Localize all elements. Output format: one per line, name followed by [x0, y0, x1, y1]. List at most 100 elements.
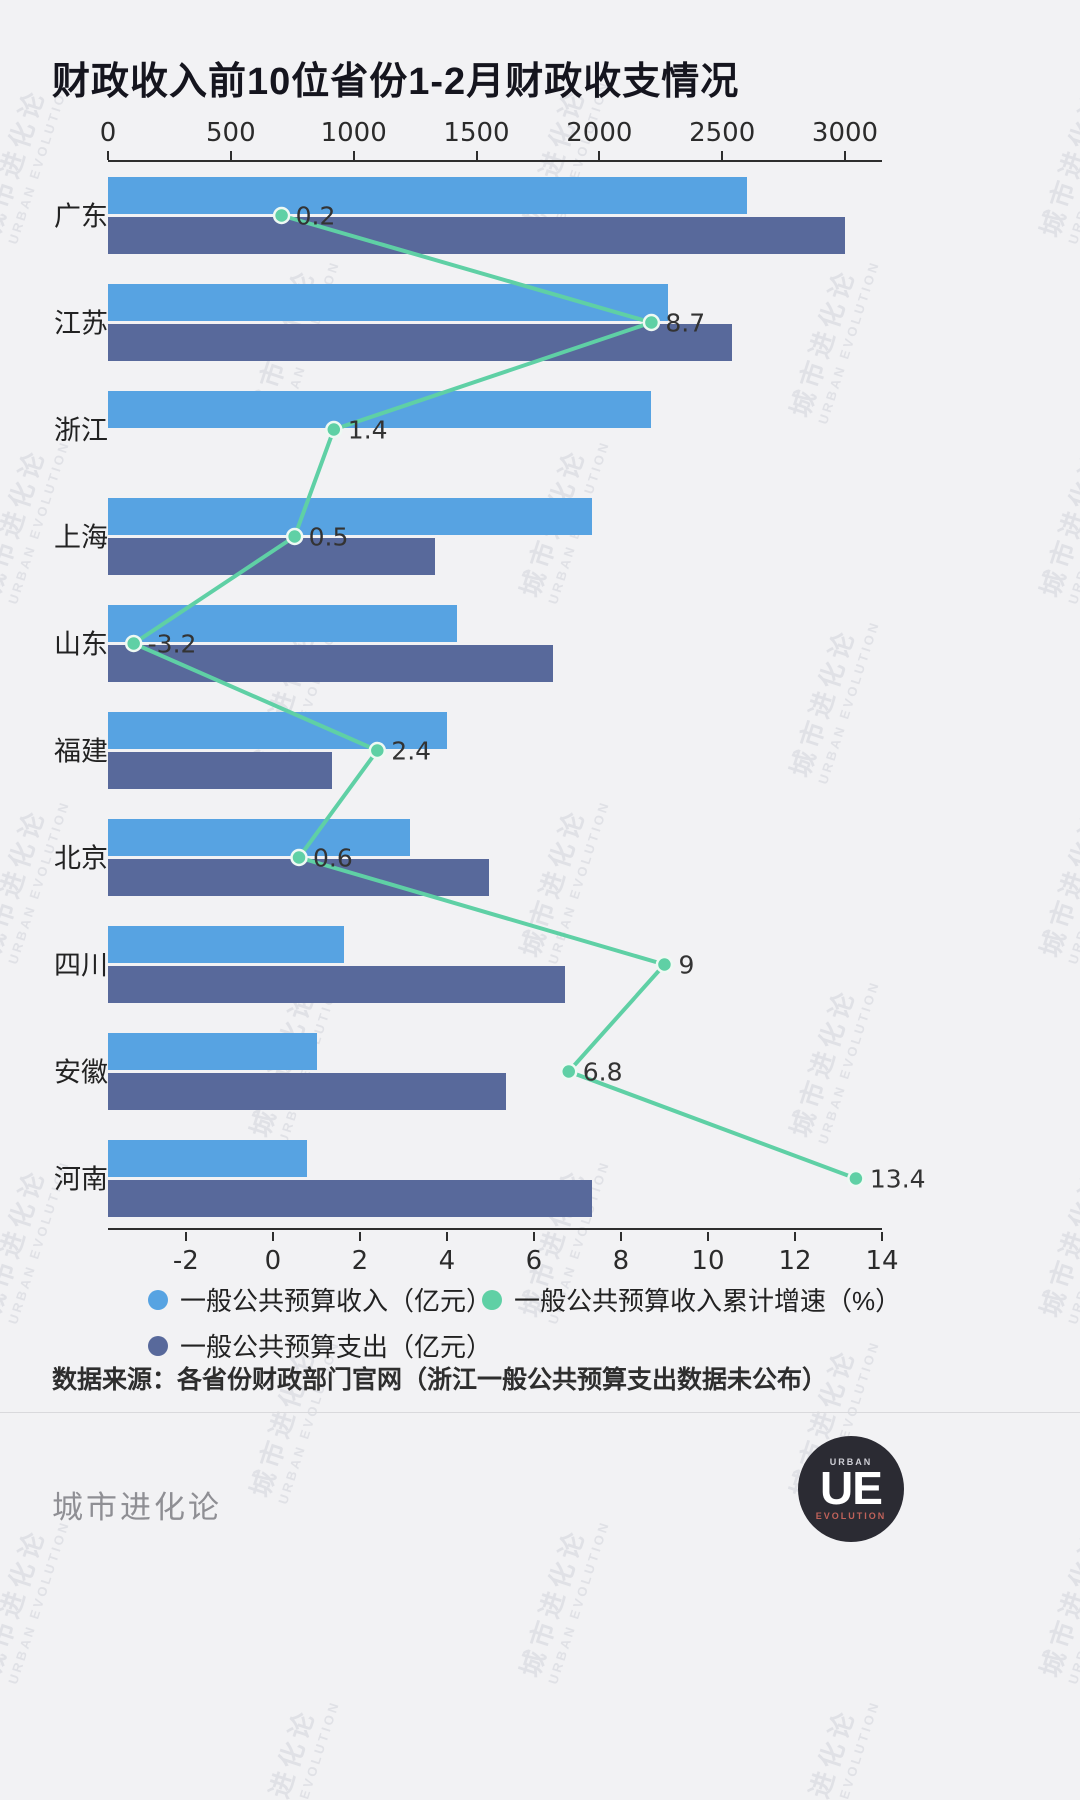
- top-axis-tick: [475, 151, 478, 160]
- bottom-axis-tick: [706, 1232, 709, 1241]
- watermark-cn-text: 城市进化论: [0, 1164, 52, 1321]
- category-label: 福建: [54, 736, 108, 766]
- growth-point: [285, 527, 304, 546]
- growth-point: [847, 1169, 865, 1188]
- expenditure-bar: [108, 966, 565, 1003]
- legend-label-expenditure: 一般公共预算支出（亿元）: [180, 1332, 493, 1362]
- legend-item-revenue: 一般公共预算收入（亿元）: [148, 1281, 492, 1318]
- category-label: 山东: [54, 629, 108, 659]
- watermark-cn-text: 城市进化论: [0, 1524, 52, 1681]
- category-label: 广东: [54, 201, 108, 231]
- revenue-bar: [108, 284, 669, 321]
- footer-brand: 城市进化论: [52, 1490, 222, 1525]
- watermark-cn-text: 城市进化论: [244, 1344, 322, 1501]
- bottom-axis-tick-label: 14: [865, 1246, 899, 1276]
- legend-dot-revenue-icon: [148, 1289, 168, 1310]
- growth-value-label: 1.4: [347, 415, 388, 444]
- legend-item-growth: 一般公共预算收入累计增速（%）: [482, 1281, 901, 1318]
- watermark-cn-text: 城市进化论: [1034, 1164, 1080, 1321]
- revenue-bar: [108, 712, 448, 749]
- watermark-cn-text: 城市进化论: [1034, 84, 1080, 241]
- logo-ue-text: UE: [820, 1462, 883, 1515]
- growth-value-label: 2.4: [391, 736, 432, 765]
- revenue-bar: [108, 1033, 317, 1070]
- watermark-en-text: URBAN EVOLUTION: [815, 1698, 883, 1800]
- chart-title: 财政收入前10位省份1-2月财政收支情况: [52, 61, 740, 103]
- watermark-en-text: URBAN EVOLUTION: [5, 798, 73, 967]
- growth-line: [129, 213, 857, 1181]
- legend-label-revenue: 一般公共预算收入（亿元）: [180, 1286, 493, 1316]
- expenditure-bar: [108, 217, 845, 254]
- growth-value-label: 6.8: [582, 1057, 623, 1086]
- category-label: 河南: [54, 1164, 108, 1194]
- watermark-en-text: URBAN EVOLUTION: [275, 1698, 343, 1800]
- expenditure-bar: [108, 1073, 506, 1110]
- top-axis-tick: [107, 151, 109, 160]
- growth-point: [642, 313, 661, 332]
- watermark-en-text: URBAN EVOLUTION: [1065, 1158, 1080, 1327]
- logo-evolution-text: EVOLUTION: [815, 1510, 887, 1521]
- legend-label-growth: 一般公共预算收入累计增速（%）: [514, 1286, 902, 1316]
- growth-value-label: 9: [678, 950, 695, 979]
- category-label: 江苏: [54, 308, 108, 338]
- bottom-axis-tick-label: 10: [691, 1246, 725, 1276]
- watermark-en-text: URBAN EVOLUTION: [5, 1158, 73, 1327]
- growth-value-label: 8.7: [665, 308, 706, 337]
- top-axis-tick-label: 0: [99, 118, 117, 148]
- category-label: 上海: [54, 522, 108, 552]
- growth-point: [325, 420, 343, 439]
- top-axis-tick-label: 2500: [689, 118, 756, 148]
- divider: [0, 1412, 1080, 1413]
- plot-area: 0.2 8.7 1.4 0.5 -3.2 2.4 0.6 9 6.8 13.4: [108, 160, 926, 1230]
- revenue-bar: [108, 926, 344, 963]
- watermark-en-text: URBAN EVOLUTION: [1065, 78, 1080, 247]
- growth-point: [655, 955, 674, 974]
- bottom-axis-tick: [793, 1232, 796, 1241]
- logo-urban-text: URBAN: [829, 1457, 873, 1468]
- growth-value-label: 13.4: [869, 1164, 926, 1193]
- watermark-cn-text: 城市进化论: [1034, 804, 1080, 961]
- top-axis-tick-label: 3000: [811, 118, 879, 148]
- revenue-bar: [108, 391, 651, 428]
- bottom-axis-tick: [445, 1232, 448, 1241]
- top-axis-tick: [598, 151, 601, 160]
- watermark-cn-text: 城市进化论: [0, 84, 52, 241]
- source-note: 数据来源：各省份财政部门官网（浙江一般公共预算支出数据未公布）: [52, 1366, 828, 1394]
- growth-line-layer: [124, 206, 865, 1188]
- top-axis-tick-label: 2000: [566, 118, 633, 148]
- growth-point: [290, 848, 308, 867]
- watermark-en-text: URBAN EVOLUTION: [5, 1518, 73, 1687]
- revenue-bar: [108, 819, 411, 856]
- top-axis-tick: [229, 151, 232, 160]
- legend-item-expenditure: 一般公共预算支出（亿元）: [148, 1327, 492, 1364]
- top-axis-tick: [352, 151, 355, 160]
- watermark-cn-text: 城市进化论: [1034, 1524, 1080, 1681]
- watermark-cn-text: 城市进化论: [1034, 444, 1080, 601]
- category-label: 安徽: [54, 1057, 108, 1087]
- bottom-axis-tick-label: 0: [264, 1246, 282, 1276]
- growth-point: [368, 741, 387, 760]
- bottom-axis-tick-label: 6: [525, 1246, 543, 1276]
- top-axis-tick: [844, 151, 846, 160]
- bottom-axis-tick-label: 8: [612, 1246, 630, 1276]
- top-axis-tick-label: 1500: [443, 118, 510, 148]
- watermark-en-text: URBAN EVOLUTION: [1065, 1518, 1080, 1687]
- bottom-axis-tick: [271, 1232, 274, 1241]
- legend-dot-growth-icon: [482, 1289, 502, 1310]
- bottom-axis-tick: [184, 1232, 187, 1241]
- growth-value-label: 0.6: [312, 843, 353, 872]
- bottom-axis-tick-label: -2: [172, 1246, 199, 1276]
- watermark-en-text: URBAN EVOLUTION: [1065, 798, 1080, 967]
- revenue-bar: [108, 498, 592, 535]
- bottom-axis-tick-label: 4: [438, 1246, 456, 1276]
